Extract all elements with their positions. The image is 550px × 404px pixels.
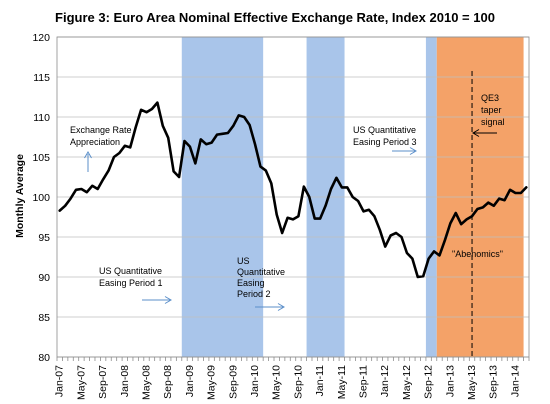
x-tick-label: Jan-11 bbox=[314, 365, 326, 396]
y-tick-label: 110 bbox=[33, 112, 50, 124]
plot-frame bbox=[56, 36, 530, 358]
y-tick-label: 115 bbox=[33, 72, 50, 84]
x-tick-label: May-07 bbox=[75, 365, 87, 400]
up-arrow-icon bbox=[84, 151, 92, 172]
left-arrow-icon bbox=[472, 129, 497, 137]
taper-line-1: QE3 bbox=[481, 93, 499, 103]
qe3-line-1: US Quantitative bbox=[353, 125, 416, 135]
annotation-taper: QE3 taper signal bbox=[472, 93, 505, 137]
x-tick-label: Jan-12 bbox=[379, 365, 391, 397]
taper-line-3: signal bbox=[481, 117, 505, 127]
plot-border bbox=[56, 36, 530, 358]
qe3-line-2: Easing Period 3 bbox=[353, 137, 417, 147]
x-tick-label: Jan-13 bbox=[444, 365, 456, 397]
x-tick-label: May-12 bbox=[401, 365, 413, 400]
qe2-line-4: Period 2 bbox=[237, 289, 271, 299]
x-tick-label: Sep-08 bbox=[162, 365, 174, 399]
annotation-abenomics: "Abenomics" bbox=[452, 249, 503, 259]
series-layer bbox=[58, 101, 528, 279]
x-tick-label: May-08 bbox=[141, 365, 153, 400]
x-axis-ticks: Jan-07 May-07 Sep-07 Jan-08 May-08 Sep-08 Jan-… bbox=[54, 357, 530, 400]
qe2-line-3: Easing bbox=[237, 278, 265, 288]
qe2-line-1: US bbox=[237, 256, 250, 266]
x-tick-label: Jan-14 bbox=[509, 365, 521, 397]
x-tick-label: Sep-07 bbox=[97, 365, 109, 399]
x-tick-label: Jan-09 bbox=[184, 365, 196, 397]
x-tick-label: Sep-09 bbox=[227, 365, 239, 399]
x-tick-label: Sep-11 bbox=[358, 365, 370, 398]
x-tick-label: May-13 bbox=[466, 365, 478, 400]
y-tick-label: 90 bbox=[38, 272, 50, 284]
x-tick-label: Jan-10 bbox=[249, 365, 261, 397]
y-tick-label: 100 bbox=[32, 192, 50, 204]
qe1-line-1: US Quantitative bbox=[99, 266, 162, 276]
right-arrow-icon bbox=[142, 296, 172, 304]
x-tick-label: May-09 bbox=[206, 365, 218, 400]
taper-line-2: taper bbox=[481, 105, 502, 115]
series-line-1 bbox=[58, 101, 528, 279]
appreciation-line-2: Appreciation bbox=[70, 137, 120, 147]
x-tick-label: Jan-07 bbox=[54, 365, 66, 397]
annotation-qe2: US Quantitative Easing Period 2 bbox=[237, 256, 285, 311]
y-tick-label: 95 bbox=[38, 232, 50, 244]
x-tick-label: May-11 bbox=[336, 365, 348, 399]
annotation-qe1: US Quantitative Easing Period 1 bbox=[99, 266, 172, 304]
y-tick-label: 105 bbox=[32, 152, 50, 164]
y-tick-label: 120 bbox=[32, 32, 50, 44]
right-arrow-icon bbox=[392, 147, 417, 155]
x-tick-label: Sep-13 bbox=[488, 365, 500, 399]
y-tick-label: 80 bbox=[38, 352, 50, 364]
annotation-qe3: US Quantitative Easing Period 3 bbox=[353, 125, 417, 155]
x-tick-label: Sep-10 bbox=[292, 365, 304, 399]
x-tick-label: May-10 bbox=[271, 365, 283, 400]
x-tick-label: Sep-12 bbox=[423, 365, 435, 399]
y-axis-ticks: 80 85 90 95 100 105 110 115 120 bbox=[32, 32, 50, 364]
appreciation-line-1: Exchange Rate bbox=[70, 125, 132, 135]
y-tick-label: 85 bbox=[38, 312, 50, 324]
x-tick-label: Jan-08 bbox=[119, 365, 131, 397]
qe1-line-2: Easing Period 1 bbox=[99, 278, 163, 288]
chart-title: Figure 3: Euro Area Nominal Effective Ex… bbox=[55, 10, 495, 25]
y-axis-title: Monthly Average bbox=[14, 154, 26, 238]
annotation-appreciation: Exchange Rate Appreciation bbox=[70, 125, 132, 172]
right-arrow-icon bbox=[255, 303, 285, 311]
qe2-line-2: Quantitative bbox=[237, 267, 285, 277]
